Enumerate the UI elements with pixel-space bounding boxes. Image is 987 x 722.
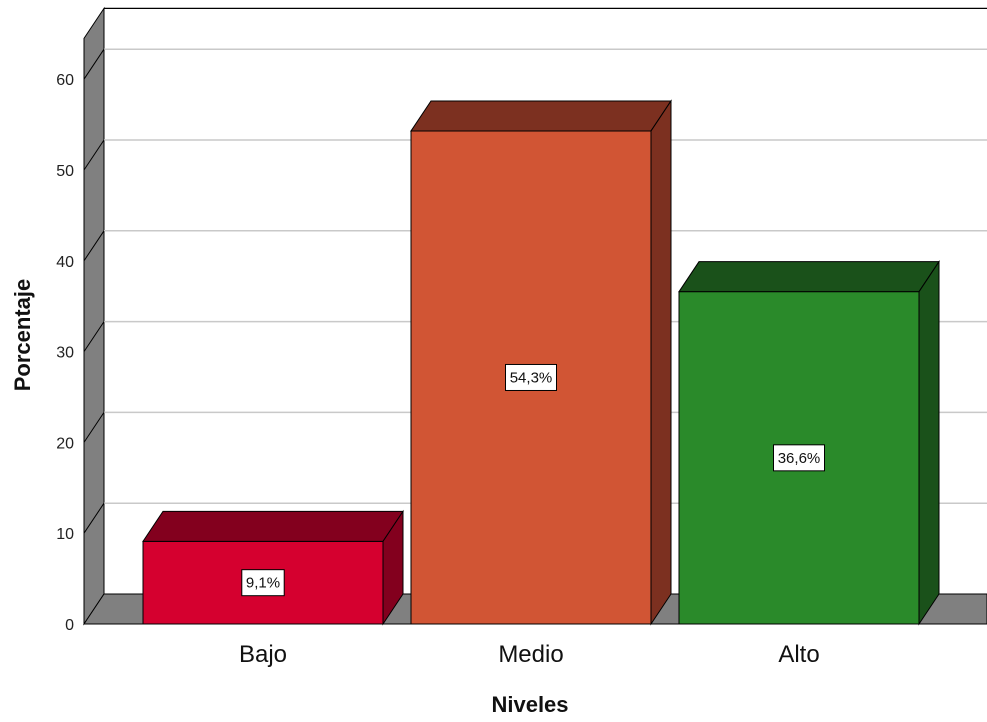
gridline-diagonal [83, 48, 105, 80]
y-tick-label: 50 [56, 163, 74, 180]
y-axis-title: Porcentaje [10, 279, 35, 392]
gridline-diagonal [83, 502, 105, 534]
bar-top [678, 261, 940, 293]
bar-side [382, 509, 404, 626]
data-labels: 9,1% 54,3% 36,6% [241, 363, 825, 597]
bar-alto [678, 260, 940, 626]
bar-bajo [142, 509, 404, 626]
bar-top [142, 510, 404, 542]
y-tick-label: 30 [56, 345, 74, 362]
gridline-diagonal [83, 321, 105, 352]
x-tick-label: Bajo [239, 641, 287, 668]
gridline-diagonal [83, 139, 105, 171]
bar-side [918, 260, 940, 626]
data-label: 54,3% [505, 363, 557, 391]
y-tick-label: 60 [56, 72, 74, 89]
data-label-box [773, 444, 825, 472]
bar-side [650, 99, 672, 626]
data-label: 36,6% [773, 444, 825, 472]
y-axis-ticks: 0 10 20 30 40 50 60 [56, 72, 74, 634]
x-axis-title: Niveles [491, 692, 568, 717]
data-label: 9,1% [241, 569, 285, 597]
gridline-diagonal [83, 230, 105, 262]
data-label-box [241, 569, 285, 597]
y-tick-label: 40 [56, 254, 74, 271]
x-axis-categories: Bajo Medio Alto [239, 641, 820, 668]
x-tick-label: Medio [498, 641, 563, 668]
data-label-text: 36,6% [778, 450, 821, 467]
left-wall [83, 6, 105, 626]
bars [142, 99, 940, 626]
y-tick-label: 20 [56, 435, 74, 452]
data-label-text: 54,3% [510, 369, 553, 386]
data-label-box [505, 363, 557, 391]
bar-medio [410, 99, 672, 626]
y-tick-label: 10 [56, 526, 74, 543]
x-tick-label: Alto [778, 641, 819, 668]
gridline-diagonal [83, 412, 105, 443]
data-label-text: 9,1% [246, 575, 280, 592]
bar-top [410, 100, 672, 132]
y-tick-label: 0 [65, 617, 74, 634]
